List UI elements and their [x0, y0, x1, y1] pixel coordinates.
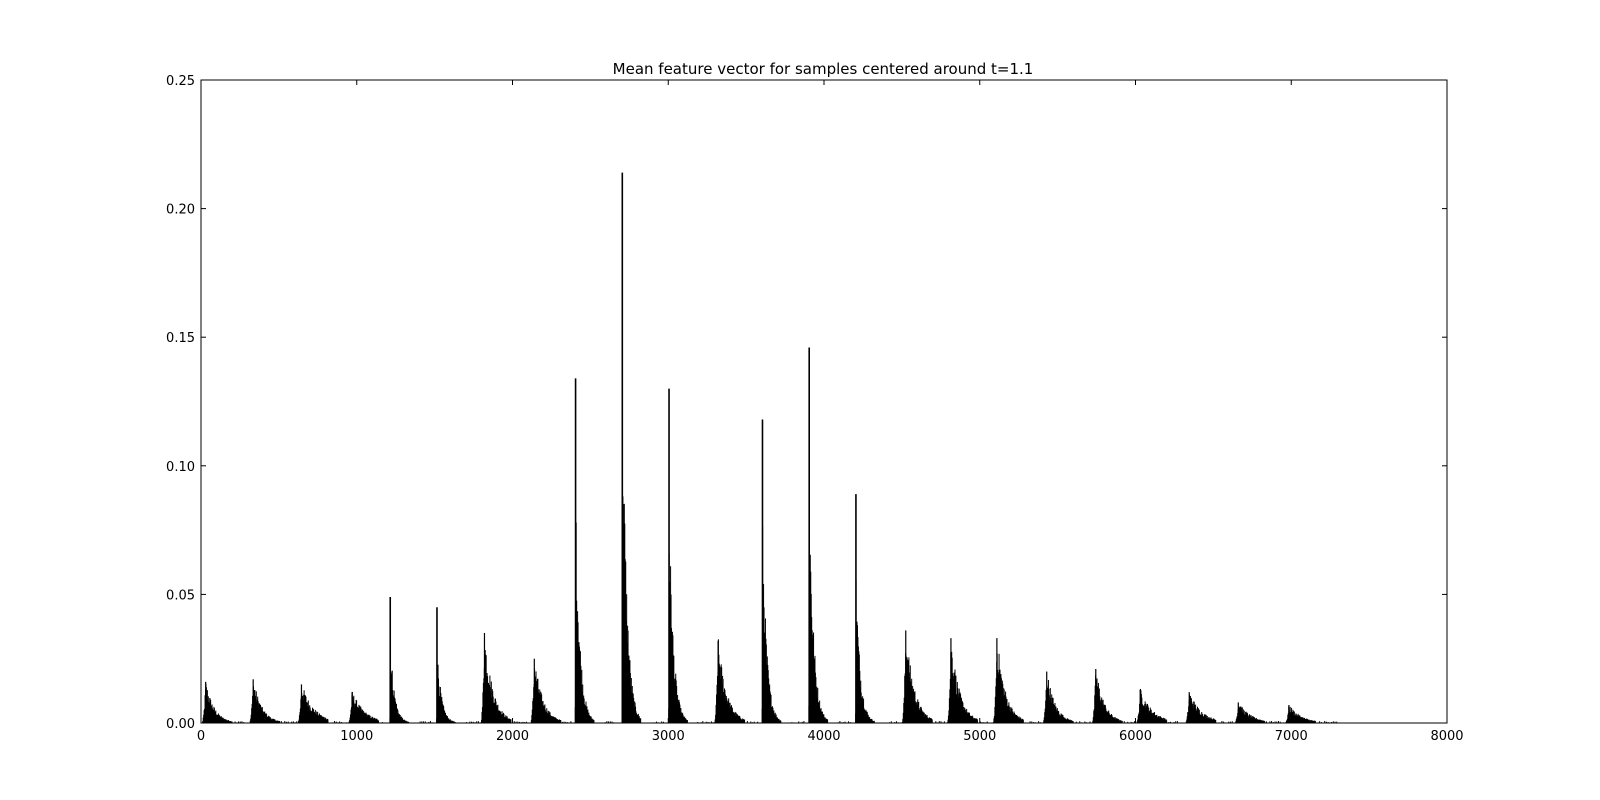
peak-cluster — [761, 419, 782, 723]
peak-cluster — [1042, 671, 1074, 723]
y-tick-label: 0.20 — [166, 203, 195, 218]
peak-cluster — [202, 681, 233, 723]
x-tick-label: 8000 — [1430, 729, 1463, 744]
plot-frame — [200, 79, 1448, 724]
chart-title: Mean feature vector for samples centered… — [613, 60, 1034, 78]
peak-cluster — [1234, 702, 1266, 723]
axis-tick-labels: 0 1000 2000 3000 4000 5000 6000 7000 8000 0.00 0.0… — [166, 74, 1464, 744]
y-tick-label: 0.00 — [166, 717, 195, 732]
peak-cluster — [992, 638, 1024, 723]
peak-cluster — [947, 638, 978, 723]
peak-cluster — [436, 607, 456, 723]
peak-cluster — [808, 347, 829, 723]
x-tick-label: 6000 — [1119, 729, 1152, 744]
peak-cluster — [530, 658, 562, 723]
x-tick-label: 2000 — [496, 729, 529, 744]
x-tick-label: 3000 — [652, 729, 685, 744]
peak-cluster — [668, 388, 688, 723]
y-tick-label: 0.05 — [166, 588, 195, 603]
peak-cluster — [901, 630, 933, 723]
bar-series — [202, 172, 1338, 723]
peak-cluster — [480, 632, 512, 723]
peak-cluster — [297, 684, 329, 723]
peak-cluster — [621, 172, 642, 723]
peak-cluster — [855, 494, 875, 723]
y-tick-label: 0.25 — [166, 74, 195, 89]
peak-cluster — [574, 378, 595, 723]
peak-cluster — [348, 691, 380, 723]
x-tick-label: 0 — [197, 729, 205, 744]
peak-cluster — [1185, 692, 1217, 723]
x-tick-label: 7000 — [1275, 729, 1308, 744]
peak-cluster — [1285, 704, 1316, 723]
y-tick-label: 0.10 — [166, 460, 195, 475]
y-tick-label: 0.15 — [166, 331, 195, 346]
x-tick-label: 1000 — [340, 729, 373, 744]
peak-cluster — [1091, 668, 1123, 723]
x-tick-label: 5000 — [963, 729, 996, 744]
peak-cluster — [389, 596, 410, 723]
peak-cluster — [714, 639, 746, 723]
x-tick-label: 4000 — [807, 729, 840, 744]
